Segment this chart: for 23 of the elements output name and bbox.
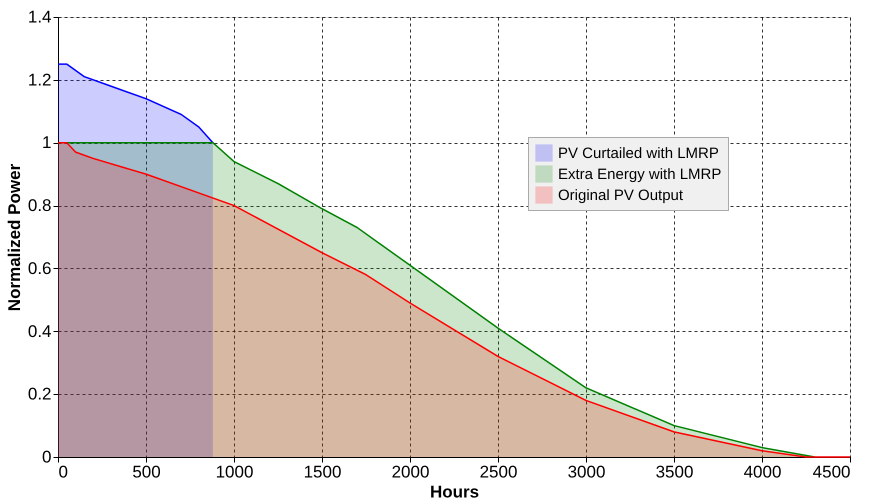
x-tick-label: 2500 bbox=[480, 462, 518, 482]
x-tick-label: 4000 bbox=[744, 462, 782, 482]
x-tick-label: 500 bbox=[132, 462, 161, 482]
x-tick-label: 4500 bbox=[812, 462, 850, 482]
y-tick-label: 0.8 bbox=[28, 196, 52, 216]
y-tick-label: 0.6 bbox=[28, 258, 52, 278]
x-tick-label: 0 bbox=[58, 462, 68, 482]
y-tick-label: 1 bbox=[42, 133, 52, 152]
legend-label: PV Curtailed with LMRP bbox=[558, 145, 719, 162]
legend-label: Extra Energy with LMRP bbox=[558, 166, 722, 183]
y-tick-label: 0.4 bbox=[28, 322, 52, 341]
x-tick-label: 1500 bbox=[304, 462, 342, 482]
x-tick-label: 1000 bbox=[216, 462, 254, 482]
x-axis-title: Hours bbox=[430, 482, 480, 502]
x-tick-label: 3000 bbox=[568, 462, 606, 482]
y-tick-label: 0 bbox=[42, 448, 52, 466]
y-tick-label: 1.4 bbox=[28, 8, 52, 26]
y-tick-label: 1.2 bbox=[28, 70, 52, 90]
y-tick-label: 0.2 bbox=[28, 384, 52, 404]
y-axis-title: Normalized Power bbox=[4, 163, 24, 312]
x-tick-label: 2000 bbox=[392, 462, 430, 482]
x-tick-label: 3500 bbox=[656, 462, 694, 482]
legend-label: Original PV Output bbox=[558, 187, 684, 204]
